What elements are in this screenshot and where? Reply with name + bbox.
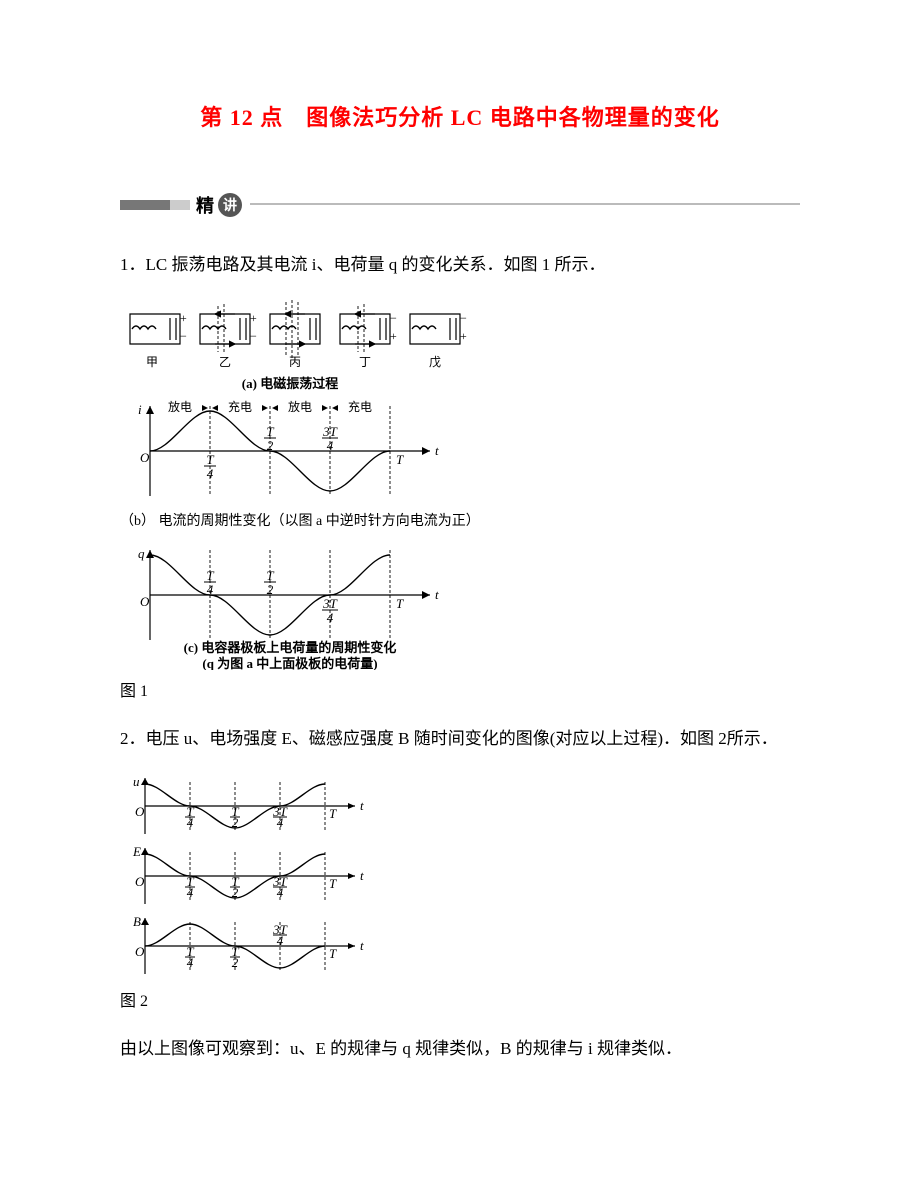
- fig1c-caption2: (q 为图 a 中上面极板的电荷量): [202, 656, 377, 670]
- svg-text:−: −: [250, 329, 257, 343]
- svg-text:t: t: [360, 798, 364, 813]
- fig2-chart-u: u t O T4 T2 3T4 T: [120, 770, 380, 840]
- svg-text:4: 4: [187, 955, 194, 970]
- svg-text:+: +: [460, 329, 467, 343]
- svg-text:4: 4: [207, 582, 214, 597]
- svg-text:O: O: [135, 944, 145, 959]
- svg-text:T: T: [266, 424, 274, 439]
- paragraph-3: 由以上图像可观察到：u、E 的规律与 q 规律类似，B 的规律与 i 规律类似．: [120, 1032, 800, 1066]
- svg-text:2: 2: [232, 885, 239, 900]
- svg-text:+: +: [390, 329, 397, 343]
- svg-text:−: −: [390, 311, 397, 325]
- svg-text:B: B: [133, 914, 141, 929]
- svg-text:3T: 3T: [322, 596, 338, 611]
- svg-text:−: −: [180, 329, 187, 343]
- svg-text:t: t: [435, 443, 439, 458]
- svg-text:4: 4: [277, 885, 284, 900]
- fig2-chart-e: E t O T4 T2 3T4 T: [120, 840, 380, 910]
- svg-text:T: T: [206, 452, 214, 467]
- svg-text:O: O: [135, 874, 145, 889]
- svg-text:4: 4: [277, 933, 284, 948]
- svg-text:T: T: [266, 568, 274, 583]
- svg-text:4: 4: [327, 610, 334, 625]
- svg-text:2: 2: [267, 582, 274, 597]
- badge-label: 精: [196, 192, 214, 218]
- badge-bar-dark: [120, 200, 170, 210]
- svg-text:4: 4: [207, 466, 214, 481]
- svg-text:充电: 充电: [348, 399, 372, 414]
- badge-line: [250, 203, 800, 207]
- fig1a-label-4: 戊: [429, 355, 441, 369]
- svg-text:+: +: [180, 311, 187, 325]
- svg-text:T: T: [396, 452, 404, 467]
- svg-text:4: 4: [327, 438, 334, 453]
- fig1a-label-1: 乙: [219, 355, 231, 369]
- fig1a-label-0: 甲: [146, 355, 158, 369]
- svg-text:3T: 3T: [322, 424, 338, 439]
- fig2-chart-b: B t O T4 T2 3T4 T: [120, 910, 380, 980]
- svg-text:T: T: [329, 806, 337, 821]
- svg-text:2: 2: [267, 438, 274, 453]
- fig1a-diagram: + − 甲 + − 乙: [120, 296, 480, 396]
- svg-text:T: T: [329, 946, 337, 961]
- svg-text:q: q: [138, 546, 145, 561]
- svg-text:放电: 放电: [288, 399, 312, 414]
- svg-text:充电: 充电: [228, 399, 252, 414]
- fig1a-label-2: 丙: [289, 355, 301, 369]
- svg-text:O: O: [135, 804, 145, 819]
- badge-bar-light: [170, 200, 190, 210]
- page: 第 12 点 图像法巧分析 LC 电路中各物理量的变化 精 讲 1．LC 振荡电…: [0, 0, 920, 1140]
- svg-text:O: O: [140, 594, 150, 609]
- fig1c-chart: q t O T4 T2 3T4 T (c) 电容器极板上电荷量的周期性变化 (q…: [120, 540, 460, 670]
- svg-text:2: 2: [232, 955, 239, 970]
- svg-text:放电: 放电: [168, 399, 192, 414]
- fig1b-caption: （b） 电流的周期性变化（以图 a 中逆时针方向电流为正）: [120, 510, 800, 530]
- fig1b-chart: i t O 放电 充电 放电 充电 T4 T2 3T4: [120, 396, 460, 506]
- fig1-label: 图 1: [120, 676, 800, 708]
- svg-text:−: −: [460, 311, 467, 325]
- svg-text:O: O: [140, 450, 150, 465]
- fig2-label: 图 2: [120, 986, 800, 1018]
- fig1a-label-3: 丁: [359, 355, 371, 369]
- page-title: 第 12 点 图像法巧分析 LC 电路中各物理量的变化: [120, 100, 800, 132]
- paragraph-2: 2．电压 u、电场强度 E、磁感应强度 B 随时间变化的图像(对应以上过程)．如…: [120, 722, 800, 756]
- svg-text:T: T: [206, 568, 214, 583]
- badge-circle: 讲: [218, 193, 242, 217]
- svg-text:4: 4: [187, 885, 194, 900]
- svg-text:t: t: [360, 868, 364, 883]
- svg-text:i: i: [138, 402, 142, 417]
- fig1a-caption: (a) 电磁振荡过程: [242, 376, 338, 391]
- section-badge: 精 讲: [120, 192, 800, 218]
- svg-text:E: E: [132, 844, 141, 859]
- svg-text:4: 4: [187, 815, 194, 830]
- svg-text:2: 2: [232, 815, 239, 830]
- svg-text:u: u: [133, 774, 140, 789]
- svg-text:4: 4: [277, 815, 284, 830]
- paragraph-1: 1．LC 振荡电路及其电流 i、电荷量 q 的变化关系．如图 1 所示．: [120, 248, 800, 282]
- svg-text:T: T: [396, 596, 404, 611]
- svg-text:t: t: [435, 587, 439, 602]
- svg-text:t: t: [360, 938, 364, 953]
- svg-text:T: T: [329, 876, 337, 891]
- svg-text:+: +: [250, 311, 257, 325]
- fig1c-caption1: (c) 电容器极板上电荷量的周期性变化: [184, 640, 397, 655]
